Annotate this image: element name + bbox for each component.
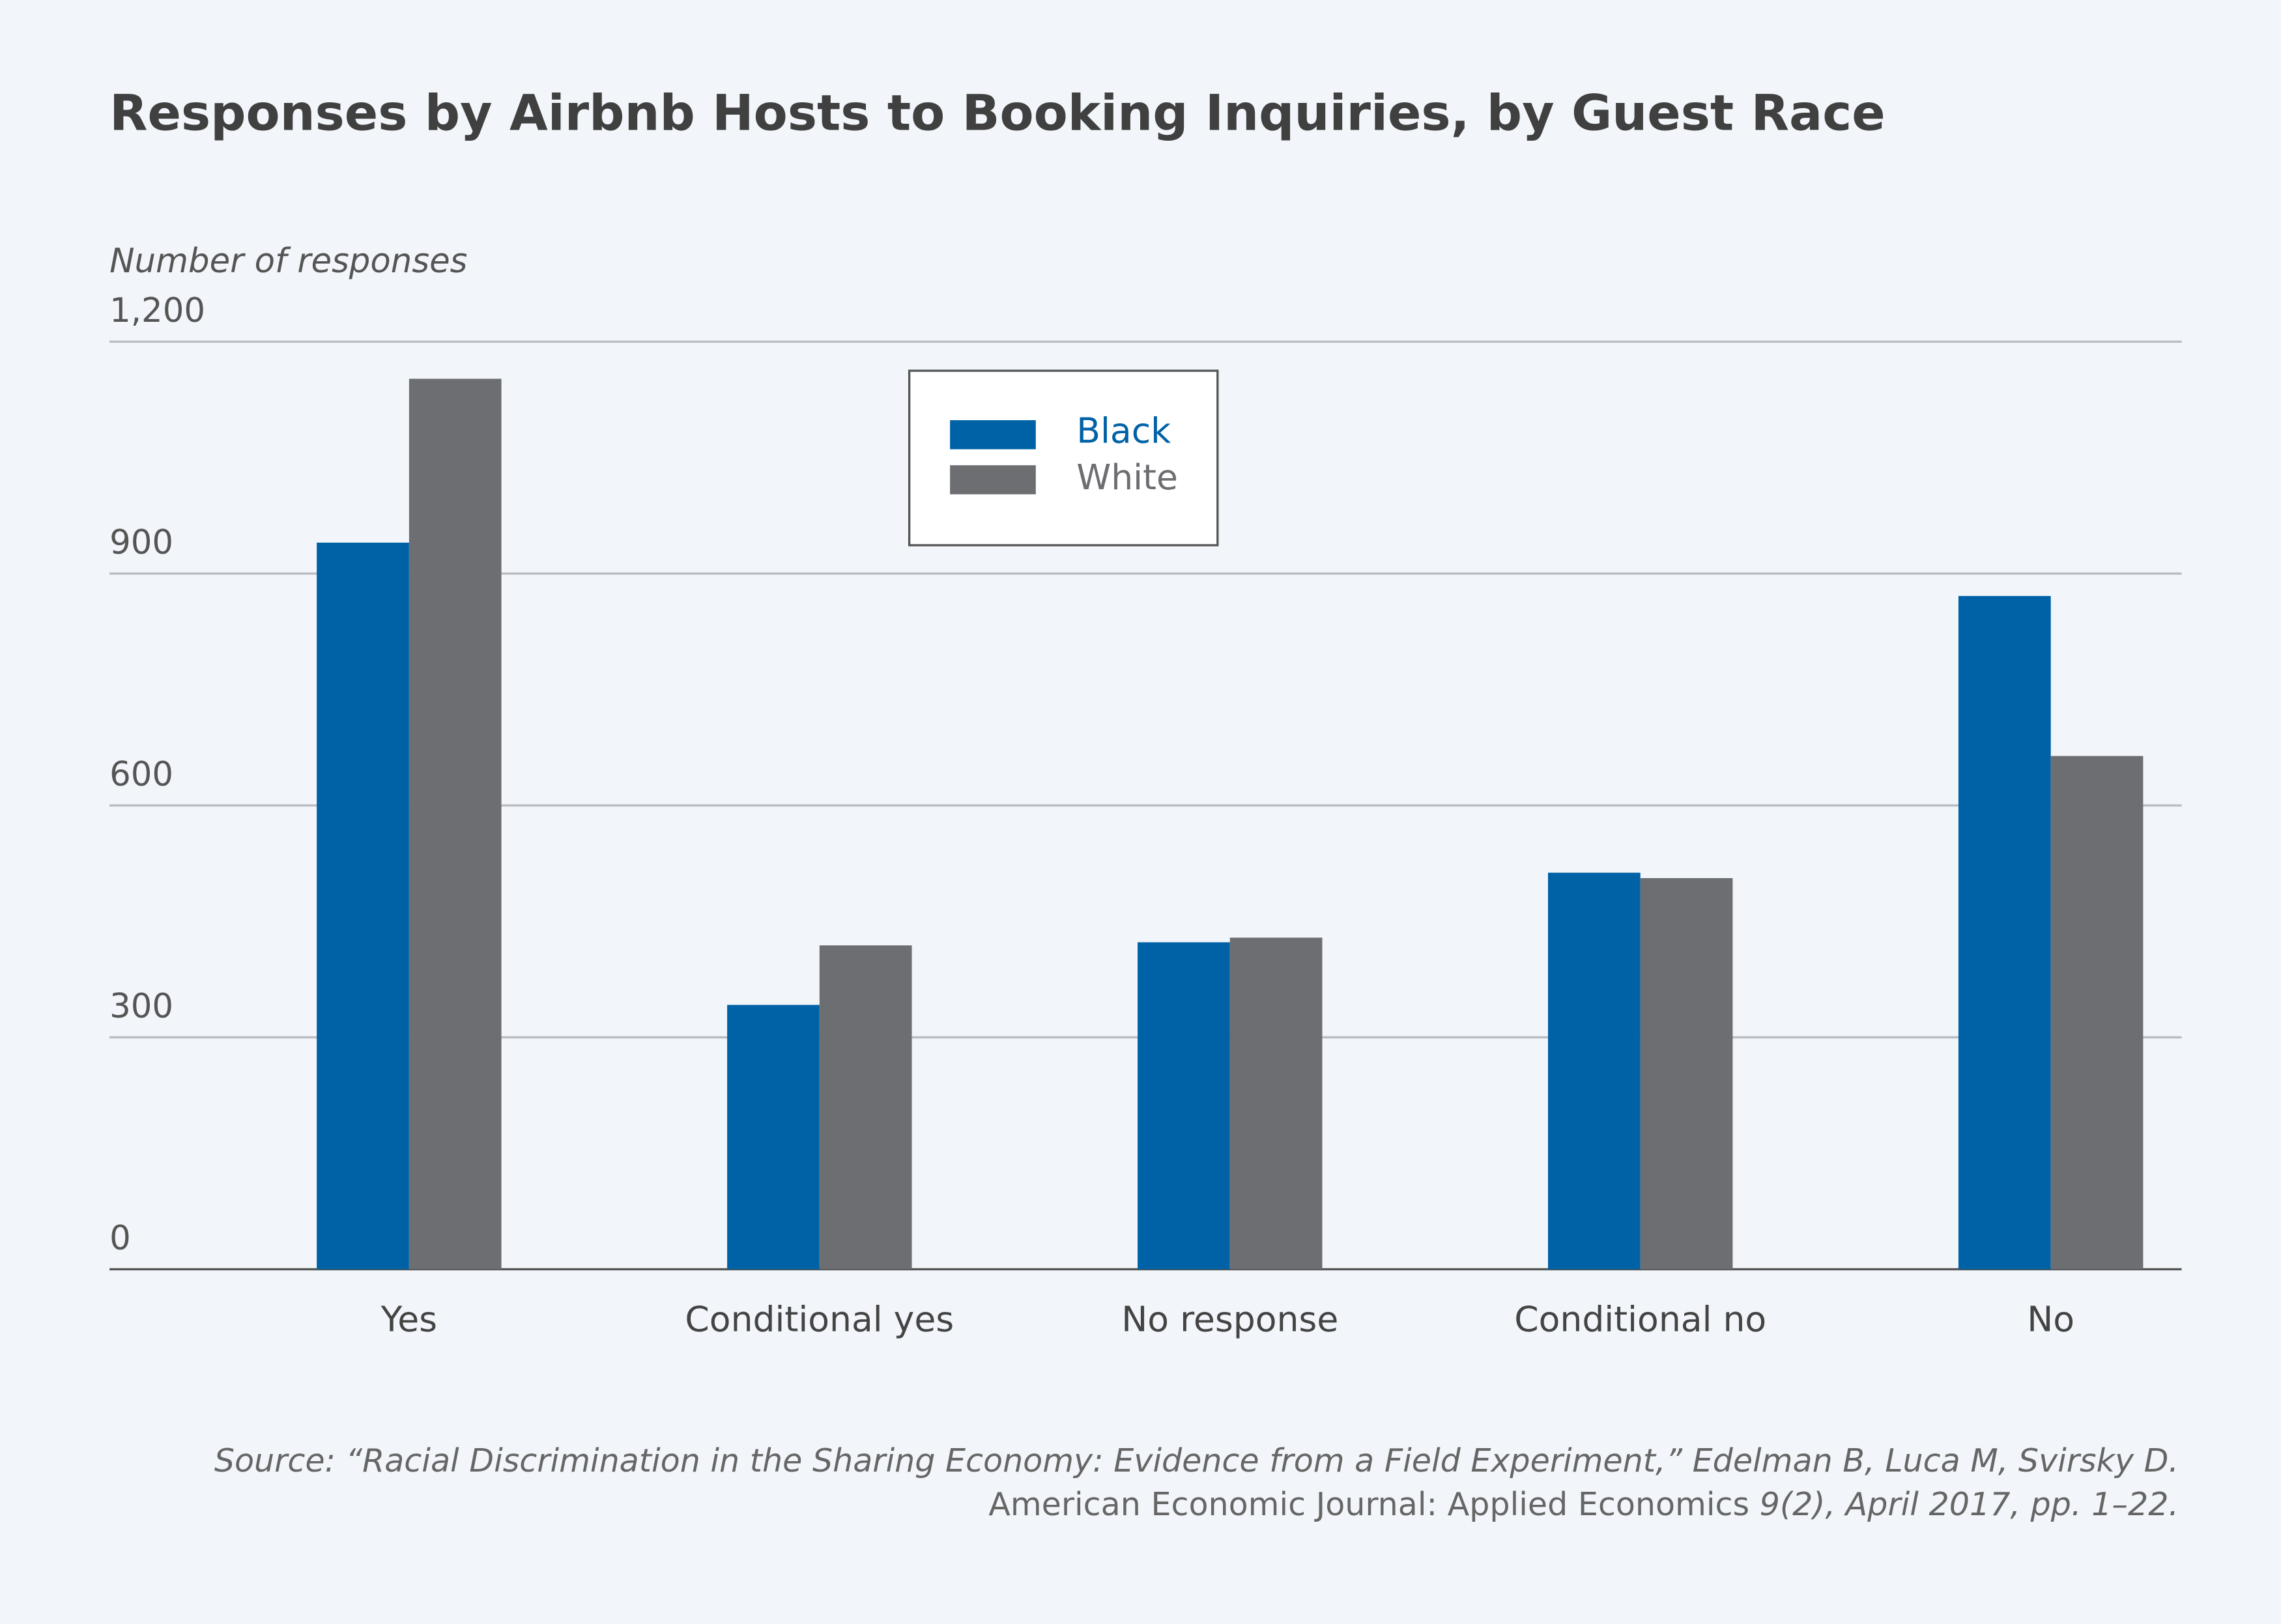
bar bbox=[1640, 877, 1733, 1270]
bar bbox=[409, 378, 502, 1270]
bar bbox=[727, 1004, 820, 1270]
chart-title: Responses by Airbnb Hosts to Booking Inq… bbox=[109, 85, 1886, 142]
source-issue: 9(2), April 2017, pp. 1–22. bbox=[1760, 1485, 2179, 1523]
legend-label: White bbox=[1076, 457, 1178, 498]
bar bbox=[819, 945, 912, 1270]
bar bbox=[1229, 937, 1323, 1270]
y-tick-label: 0 bbox=[109, 1219, 131, 1258]
x-tick-label: No bbox=[2027, 1298, 2074, 1339]
legend-swatch bbox=[950, 465, 1036, 494]
bar bbox=[317, 543, 409, 1270]
legend-box bbox=[908, 369, 1219, 547]
legend-label: Black bbox=[1076, 410, 1171, 451]
bar bbox=[2050, 756, 2144, 1270]
bar bbox=[1138, 942, 1230, 1270]
bar bbox=[1547, 872, 1641, 1270]
y-tick-label: 1,200 bbox=[109, 291, 205, 330]
x-tick-label: Yes bbox=[380, 1298, 437, 1339]
y-tick-label: 300 bbox=[109, 987, 173, 1026]
source-journal: American Economic Journal: Applied Econo… bbox=[988, 1485, 1749, 1523]
bar bbox=[1958, 595, 2051, 1270]
source: American Economic Journal: Applied Econo… bbox=[988, 1485, 2179, 1523]
x-tick-label: Conditional yes bbox=[685, 1298, 954, 1339]
x-tick-label: Conditional no bbox=[1514, 1298, 1766, 1339]
source: Source: “Racial Discrimination in the Sh… bbox=[214, 1442, 2179, 1479]
y-axis-label: Number of responses bbox=[109, 242, 467, 281]
legend-swatch bbox=[950, 420, 1036, 449]
y-tick-label: 900 bbox=[109, 523, 173, 562]
y-tick-label: 600 bbox=[109, 755, 173, 794]
x-tick-label: No response bbox=[1121, 1298, 1338, 1339]
